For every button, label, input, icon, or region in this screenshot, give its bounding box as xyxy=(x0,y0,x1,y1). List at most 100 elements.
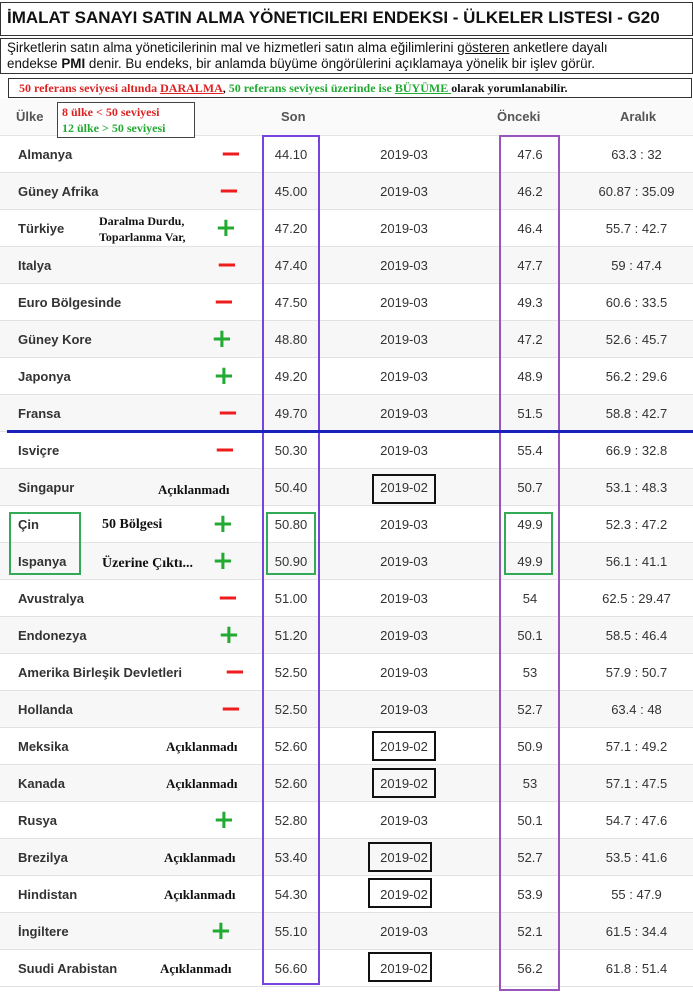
onceki-cell: 49.9 xyxy=(517,554,543,569)
son-cell: 51.20 xyxy=(274,628,308,643)
count-above: 12 ülke > 50 seviyesi xyxy=(62,121,166,135)
table-row: Meksika 52.60 2019-02 50.9 57.1 : 49.2 xyxy=(0,728,693,765)
aralik-cell: 57.1 : 47.5 xyxy=(605,776,668,791)
desc-text: denir. Bu endeks, bir anlamda büyüme öng… xyxy=(85,56,596,71)
description-box: Şirketlerin satın alma yöneticilerinin m… xyxy=(0,38,693,74)
table-row: Japonya 49.20 2019-03 48.9 56.2 : 29.6 + xyxy=(0,358,693,395)
date-cell: 2019-02 xyxy=(380,961,428,976)
son-cell: 45.00 xyxy=(274,184,308,199)
son-cell: 50.80 xyxy=(274,517,308,532)
country-cell[interactable]: Brezilya xyxy=(18,850,68,865)
aralik-cell: 58.8 : 42.7 xyxy=(605,406,668,421)
table-row: Isviçre 50.30 2019-03 55.4 66.9 : 32.8 − xyxy=(0,432,693,469)
aralik-cell: 61.5 : 34.4 xyxy=(605,924,668,939)
china-note: 50 Bölgesi xyxy=(102,517,163,532)
date-cell: 2019-03 xyxy=(380,665,428,680)
header-country[interactable]: Ülke xyxy=(16,109,44,124)
aralik-cell: 52.3 : 47.2 xyxy=(605,517,668,532)
desc-link[interactable]: gösteren xyxy=(457,40,510,55)
minus-icon: − xyxy=(217,583,239,613)
date-cell: 2019-03 xyxy=(380,295,428,310)
country-cell[interactable]: Amerika Birleşik Devletleri xyxy=(18,665,183,680)
aralik-cell: 55.7 : 42.7 xyxy=(605,221,668,236)
ref-text: 50 referans seviyesi üzerinde ise xyxy=(228,81,395,95)
count-below: 8 ülke < 50 seviyesi xyxy=(62,105,160,119)
aralik-cell: 56.1 : 41.1 xyxy=(605,554,668,569)
table-row: Euro Bölgesinde 47.50 2019-03 49.3 60.6 : 33… xyxy=(0,284,693,321)
country-cell[interactable]: Endonezya xyxy=(18,628,87,643)
aralik-cell: 56.2 : 29.6 xyxy=(605,369,668,384)
onceki-cell: 55.4 xyxy=(517,443,543,458)
son-cell: 50.40 xyxy=(274,480,308,495)
country-cell[interactable]: Almanya xyxy=(18,147,73,162)
aralik-cell: 63.4 : 48 xyxy=(611,702,662,717)
country-cell[interactable]: Kanada xyxy=(18,776,65,791)
turkey-note-1: Daralma Durdu, xyxy=(99,214,185,228)
spain-note: Üzerine Çıktı... xyxy=(102,556,193,571)
son-cell: 47.50 xyxy=(274,295,308,310)
son-cell: 47.40 xyxy=(274,258,308,273)
country-cell[interactable]: Isviçre xyxy=(18,443,60,458)
country-cell[interactable]: Türkiye xyxy=(18,221,65,236)
table-row: Güney Afrika 45.00 2019-03 46.2 60.87 : 35.0… xyxy=(0,173,693,210)
country-cell[interactable]: Rusya xyxy=(18,813,58,828)
country-cell[interactable]: Avustralya xyxy=(18,591,84,606)
country-cell[interactable]: Italya xyxy=(18,258,52,273)
date-highlight-meksika xyxy=(372,731,436,761)
date-highlight-suudi xyxy=(368,952,432,982)
aralik-cell: 53.5 : 41.6 xyxy=(605,850,668,865)
header-son[interactable]: Son xyxy=(281,109,306,124)
son-cell: 53.40 xyxy=(274,850,308,865)
country-cell[interactable]: Suudi Arabistan xyxy=(18,961,118,976)
country-highlight-cin-ispanya xyxy=(9,512,81,575)
onceki-cell: 51.5 xyxy=(517,406,543,421)
date-cell: 2019-03 xyxy=(380,591,428,606)
country-cell[interactable]: Euro Bölgesinde xyxy=(18,295,122,310)
country-cell[interactable]: Hollanda xyxy=(18,702,73,717)
plus-icon: + xyxy=(215,213,237,243)
ref-text: olarak yorumlanabilir. xyxy=(451,81,568,95)
table-row: Hollanda 52.50 2019-03 52.7 63.4 : 48 − xyxy=(0,691,693,728)
onceki-cell: 47.2 xyxy=(517,332,543,347)
table-row: Italya 47.40 2019-03 47.7 59 : 47.4 − xyxy=(0,247,693,284)
date-cell: 2019-03 xyxy=(380,184,428,199)
country-cell[interactable]: Güney Afrika xyxy=(18,184,99,199)
table-row: Rusya 52.80 2019-03 50.1 54.7 : 47.6 + xyxy=(0,802,693,839)
page-title: İMALAT SANAYI SATIN ALMA YÖNETICILERI EN… xyxy=(7,8,660,27)
brezilya-note: Açıklanmadı xyxy=(164,850,236,865)
table-row: Güney Kore 48.80 2019-03 47.2 52.6 : 45.7 + xyxy=(0,321,693,358)
date-cell: 2019-03 xyxy=(380,369,428,384)
aralik-cell: 57.1 : 49.2 xyxy=(605,739,668,754)
son-cell: 50.30 xyxy=(274,443,308,458)
aralik-cell: 61.8 : 51.4 xyxy=(605,961,668,976)
country-cell[interactable]: Singapur xyxy=(18,480,75,495)
kanada-note: Açıklanmadı xyxy=(166,776,238,791)
country-cell[interactable]: Japonya xyxy=(18,369,71,384)
country-cell[interactable]: Fransa xyxy=(18,406,61,421)
date-highlight-brezilya xyxy=(368,842,432,872)
country-cell[interactable]: Güney Kore xyxy=(18,332,92,347)
table-row: Türkiye 47.20 2019-03 46.4 55.7 : 42.7 + xyxy=(0,210,693,247)
country-cell[interactable]: Meksika xyxy=(18,739,69,754)
header-aralik[interactable]: Aralık xyxy=(620,109,657,124)
count-summary-box: 8 ülke < 50 seviyesi 12 ülke > 50 seviye… xyxy=(57,102,195,138)
description-line-2: endekse PMI denir. Bu endeks, bir anlamd… xyxy=(7,56,686,72)
son-cell: 52.60 xyxy=(274,776,308,791)
date-cell: 2019-03 xyxy=(380,702,428,717)
ref-buyume: BÜYÜME xyxy=(394,81,452,95)
onceki-cell: 49.9 xyxy=(517,517,543,532)
minus-icon: − xyxy=(217,398,239,428)
country-cell[interactable]: Ispanya xyxy=(18,554,67,569)
aralik-cell: 58.5 : 46.4 xyxy=(605,628,668,643)
country-cell[interactable]: Çin xyxy=(18,517,39,532)
country-cell[interactable]: İngiltere xyxy=(18,924,69,939)
suudi-note: Açıklanmadı xyxy=(160,961,232,976)
son-cell: 44.10 xyxy=(274,147,308,162)
table-row: Suudi Arabistan 56.60 2019-02 56.2 61.8 : 51… xyxy=(0,950,693,987)
country-cell[interactable]: Hindistan xyxy=(18,887,78,902)
title-box: İMALAT SANAYI SATIN ALMA YÖNETICILERI EN… xyxy=(0,2,693,36)
son-cell: 49.70 xyxy=(274,406,308,421)
header-onceki[interactable]: Önceki xyxy=(497,109,541,124)
son-cell: 52.80 xyxy=(274,813,308,828)
son-cell: 48.80 xyxy=(274,332,308,347)
